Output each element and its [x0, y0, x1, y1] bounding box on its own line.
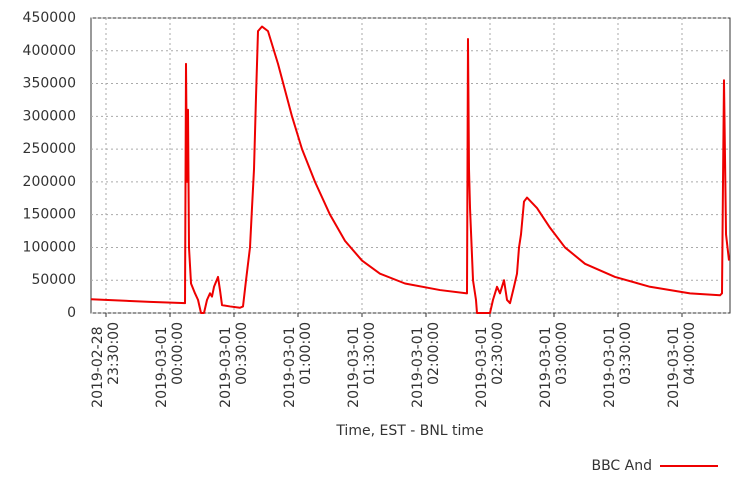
x-tick-label-line: 2019-03-01 [282, 322, 298, 408]
plot-frame [90, 17, 731, 314]
x-tick-label-line: 00:30:00 [234, 322, 250, 385]
x-tick-label: 2019-02-28 23:30:00 [90, 322, 122, 408]
x-tick-label-line: 03:30:00 [618, 322, 634, 385]
x-tick-label-line: 2019-02-28 [90, 322, 106, 408]
x-tick-label-line: 01:30:00 [362, 322, 378, 385]
y-tick-label: 450000 [23, 10, 76, 26]
x-tick-label-line: 00:00:00 [170, 322, 186, 385]
x-tick-label: 2019-03-01 03:30:00 [602, 322, 634, 408]
x-tick-label-line: 2019-03-01 [602, 322, 618, 408]
x-tick-label: 2019-03-01 00:30:00 [218, 322, 250, 408]
y-tick-label: 300000 [23, 108, 76, 124]
x-tick-label: 2019-03-01 00:00:00 [154, 322, 186, 408]
x-tick-label-line: 2019-03-01 [474, 322, 490, 408]
x-tick-label-line: 03:00:00 [554, 322, 570, 385]
x-tick-label: 2019-03-01 04:00:00 [666, 322, 698, 408]
x-tick-label-line: 2019-03-01 [666, 322, 682, 408]
x-tick-label-line: 04:00:00 [682, 322, 698, 385]
x-tick-label: 2019-03-01 02:30:00 [474, 322, 506, 408]
y-tick-label: 400000 [23, 43, 76, 59]
x-tick-label-line: 01:00:00 [298, 322, 314, 385]
legend-label: BBC And [591, 458, 652, 474]
y-tick-label: 200000 [23, 174, 76, 190]
x-tick-label: 2019-03-01 01:30:00 [346, 322, 378, 408]
x-tick-label-line: 02:30:00 [490, 322, 506, 385]
y-tick-label: 350000 [23, 76, 76, 92]
x-tick-label-line: 23:30:00 [106, 322, 122, 385]
x-tick-label-line: 2019-03-01 [538, 322, 554, 408]
y-tick-label: 100000 [23, 239, 76, 255]
y-tick-label: 250000 [23, 141, 76, 157]
x-tick-label: 2019-03-01 02:00:00 [410, 322, 442, 408]
x-tick-label: 2019-03-01 03:00:00 [538, 322, 570, 408]
x-axis-label: Time, EST - BNL time [335, 423, 483, 439]
x-tick-label-line: 2019-03-01 [410, 322, 426, 408]
x-tick-label: 2019-03-01 01:00:00 [282, 322, 314, 408]
x-tick-label-line: 2019-03-01 [154, 322, 170, 408]
x-tick-label-line: 02:00:00 [426, 322, 442, 385]
y-tick-label: 150000 [23, 207, 76, 223]
x-tick-label-line: 2019-03-01 [346, 322, 362, 408]
y-tick-label: 0 [67, 305, 76, 321]
y-tick-label: 50000 [31, 272, 76, 288]
x-tick-label-line: 2019-03-01 [218, 322, 234, 408]
data-line [90, 25, 730, 314]
